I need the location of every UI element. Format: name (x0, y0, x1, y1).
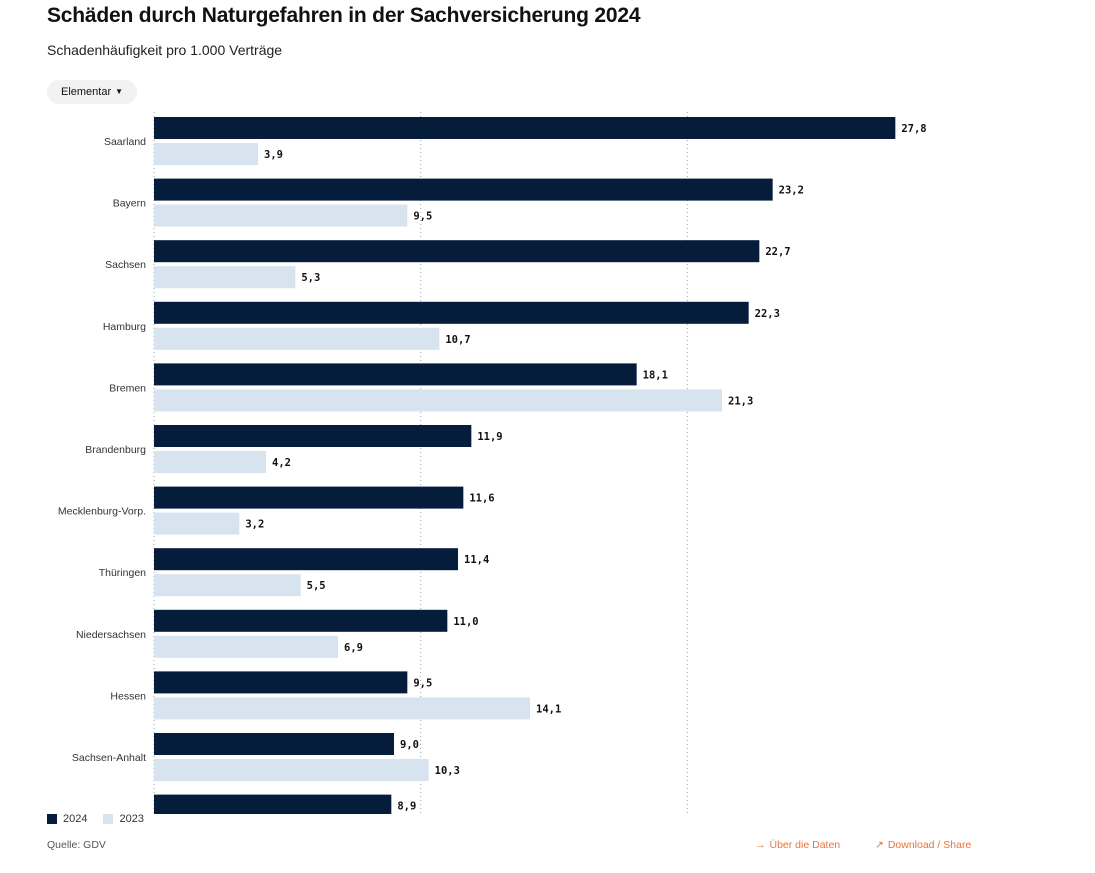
bar-chart: Saarland 27,8 3,9 Bayern 23,2 9,5 Sachsen 22,7 5… (58, 112, 927, 814)
value-label-2024: 11,9 (477, 431, 502, 443)
value-label-2023: 10,7 (445, 334, 470, 346)
value-label-2024: 11,0 (453, 616, 478, 628)
bar-2024 (154, 117, 896, 139)
category-label: Thüringen (99, 567, 146, 579)
bar-2023 (154, 759, 429, 781)
value-label-2024: 11,4 (464, 554, 489, 566)
value-label-2023: 5,3 (301, 272, 320, 284)
arrow-right-icon: → (755, 839, 766, 851)
chart-title: Schäden durch Naturgefahren in der Sachv… (47, 4, 641, 27)
value-label-2024: 22,7 (765, 246, 790, 258)
value-label-2024: 9,5 (413, 677, 432, 689)
bar-2024 (154, 794, 392, 814)
about-data-link-label: Über die Daten (769, 839, 841, 851)
category-label: Brandenburg (85, 444, 146, 456)
value-label-2024: 8,9 (397, 801, 416, 813)
chart-plot-area: Saarland 27,8 3,9 Bayern 23,2 9,5 Sachsen 22,7 5… (0, 112, 1095, 814)
value-label-2024: 18,1 (643, 369, 668, 381)
bar-2023 (154, 451, 266, 473)
bar-2024 (154, 671, 408, 694)
bar-2023 (154, 574, 301, 597)
bar-2023 (154, 204, 408, 227)
category-label: Saarland (104, 136, 146, 148)
value-label-2023: 5,5 (307, 580, 326, 592)
category-label: Hamburg (103, 321, 146, 333)
value-label-2023: 3,2 (245, 519, 264, 531)
value-label-2024: 11,6 (469, 493, 494, 505)
peril-dropdown[interactable]: Elementar ▼ (47, 80, 138, 104)
bar-2024 (154, 548, 458, 571)
bar-2023 (154, 697, 530, 720)
value-label-2023: 21,3 (728, 395, 753, 407)
value-label-2023: 10,3 (435, 765, 460, 777)
peril-dropdown-label: Elementar (61, 86, 112, 98)
bar-2024 (154, 301, 749, 324)
bar-2024 (154, 240, 760, 263)
value-label-2024: 27,8 (901, 123, 926, 135)
chart-subtitle: Schadenhäufigkeit pro 1.000 Verträge (47, 42, 283, 58)
bar-2023 (154, 266, 296, 289)
legend-item-2024: 2024 (47, 813, 87, 825)
bar-2024 (154, 425, 472, 447)
value-label-2023: 3,9 (264, 149, 283, 161)
category-label: Bremen (109, 382, 146, 394)
category-label: Mecklenburg-Vorp. (58, 506, 146, 518)
bar-2024 (154, 733, 394, 755)
bar-2023 (154, 327, 440, 350)
bar-2023 (154, 143, 258, 165)
source-note: Quelle: GDV (47, 839, 106, 851)
category-label: Niedersachsen (76, 629, 146, 641)
legend-label-2024: 2024 (63, 813, 88, 825)
value-label-2023: 9,5 (413, 211, 432, 223)
download-share-link-label: Download / Share (887, 839, 972, 851)
bar-2024 (154, 486, 464, 509)
legend-swatch-2023 (103, 814, 114, 824)
legend-swatch-2024 (47, 814, 57, 824)
chevron-down-icon: ▼ (115, 87, 124, 96)
bar-2024 (154, 363, 637, 386)
arrow-up-right-icon: ↗ (875, 839, 884, 851)
legend-label-2023: 2023 (119, 813, 144, 825)
bar-2023 (154, 635, 338, 658)
category-label: Sachsen-Anhalt (72, 752, 146, 764)
value-label-2023: 4,2 (272, 457, 291, 469)
value-label-2024: 22,3 (755, 308, 780, 320)
category-label: Hessen (110, 690, 146, 702)
category-label: Sachsen (105, 259, 146, 271)
bar-2024 (154, 178, 773, 201)
legend: 2024 2023 (47, 813, 144, 825)
bar-2023 (154, 512, 240, 535)
category-label: Bayern (113, 198, 146, 210)
value-label-2024: 23,2 (779, 185, 804, 197)
value-label-2024: 9,0 (400, 739, 419, 751)
value-label-2023: 14,1 (536, 703, 561, 715)
legend-item-2023: 2023 (103, 813, 144, 825)
download-share-link[interactable]: ↗ Download / Share (875, 839, 971, 851)
about-data-link[interactable]: → Über die Daten (755, 839, 840, 851)
bar-2023 (154, 389, 722, 412)
value-label-2023: 6,9 (344, 642, 363, 654)
bar-2024 (154, 609, 448, 632)
